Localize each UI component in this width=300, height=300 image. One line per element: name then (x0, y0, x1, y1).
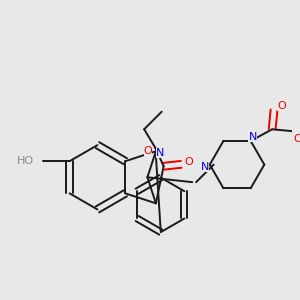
Text: O: O (144, 146, 152, 156)
Text: N: N (201, 162, 209, 172)
Text: HO: HO (16, 156, 34, 166)
Text: O: O (278, 101, 286, 111)
Text: O: O (293, 134, 300, 144)
Text: N: N (156, 148, 164, 158)
Text: N: N (248, 132, 257, 142)
Text: O: O (184, 158, 194, 167)
